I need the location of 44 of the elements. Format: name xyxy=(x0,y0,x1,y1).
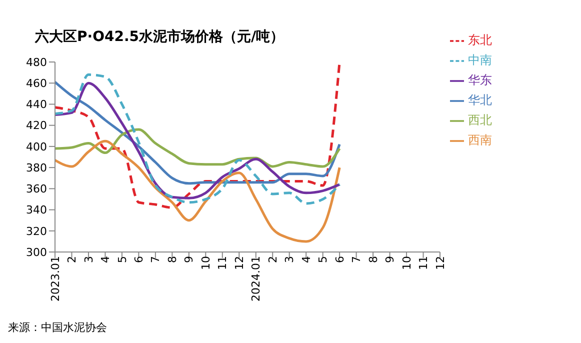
x-tick-label: 11 xyxy=(216,256,230,270)
y-tick-label: 420 xyxy=(26,119,47,132)
x-tick-label: 3 xyxy=(82,256,96,263)
y-tick-label: 320 xyxy=(26,224,47,238)
x-tick-label: 2 xyxy=(66,256,79,263)
x-tick-label: 7 xyxy=(149,256,162,263)
x-tick-label: 5 xyxy=(116,256,129,263)
y-tick-label: 460 xyxy=(26,77,47,90)
x-tick-label: 6 xyxy=(132,256,146,263)
y-tick-label: 360 xyxy=(26,182,47,196)
x-tick-label: 6 xyxy=(333,256,346,263)
y-tick-label: 380 xyxy=(26,161,47,174)
x-tick-label: 9 xyxy=(384,256,397,263)
x-tick-label: 8 xyxy=(366,256,380,263)
x-tick-label: 2 xyxy=(266,256,280,263)
legend-label: 西南 xyxy=(468,133,492,147)
x-tick-label: 12 xyxy=(232,256,246,270)
y-tick-label: 300 xyxy=(26,246,47,259)
line-series xyxy=(54,140,341,243)
legend-label: 华东 xyxy=(468,73,492,87)
x-tick-label: 9 xyxy=(182,256,196,263)
x-tick-label: 3 xyxy=(283,256,296,263)
x-tick-label: 2024.01 xyxy=(250,256,263,302)
y-tick-label: 400 xyxy=(26,140,47,154)
x-tick-label: 10 xyxy=(400,256,414,270)
legend-label: 东北 xyxy=(468,33,492,47)
chart-title: 六大区P·O42.5水泥市场价格（元/吨） xyxy=(35,28,284,46)
x-tick-label: 5 xyxy=(316,256,330,263)
x-tick-label: 4 xyxy=(300,256,313,263)
y-tick-label: 440 xyxy=(26,98,47,112)
y-tick-label: 480 xyxy=(26,56,47,69)
legend-label: 华北 xyxy=(468,93,492,107)
x-tick-label: 12 xyxy=(434,256,447,270)
line-series xyxy=(54,128,341,168)
x-tick-label: 2023.01 xyxy=(48,256,62,302)
x-tick-label: 11 xyxy=(417,256,430,270)
source-note: 来源：中国水泥协会 xyxy=(8,320,107,335)
x-tick-label: 7 xyxy=(350,256,364,263)
legend-label: 西北 xyxy=(468,113,492,127)
legend-label: 中南 xyxy=(468,53,492,67)
x-tick-label: 10 xyxy=(199,256,212,270)
x-tick-label: 4 xyxy=(99,256,112,263)
y-tick-label: 340 xyxy=(26,204,47,217)
x-tick-label: 8 xyxy=(166,256,179,263)
